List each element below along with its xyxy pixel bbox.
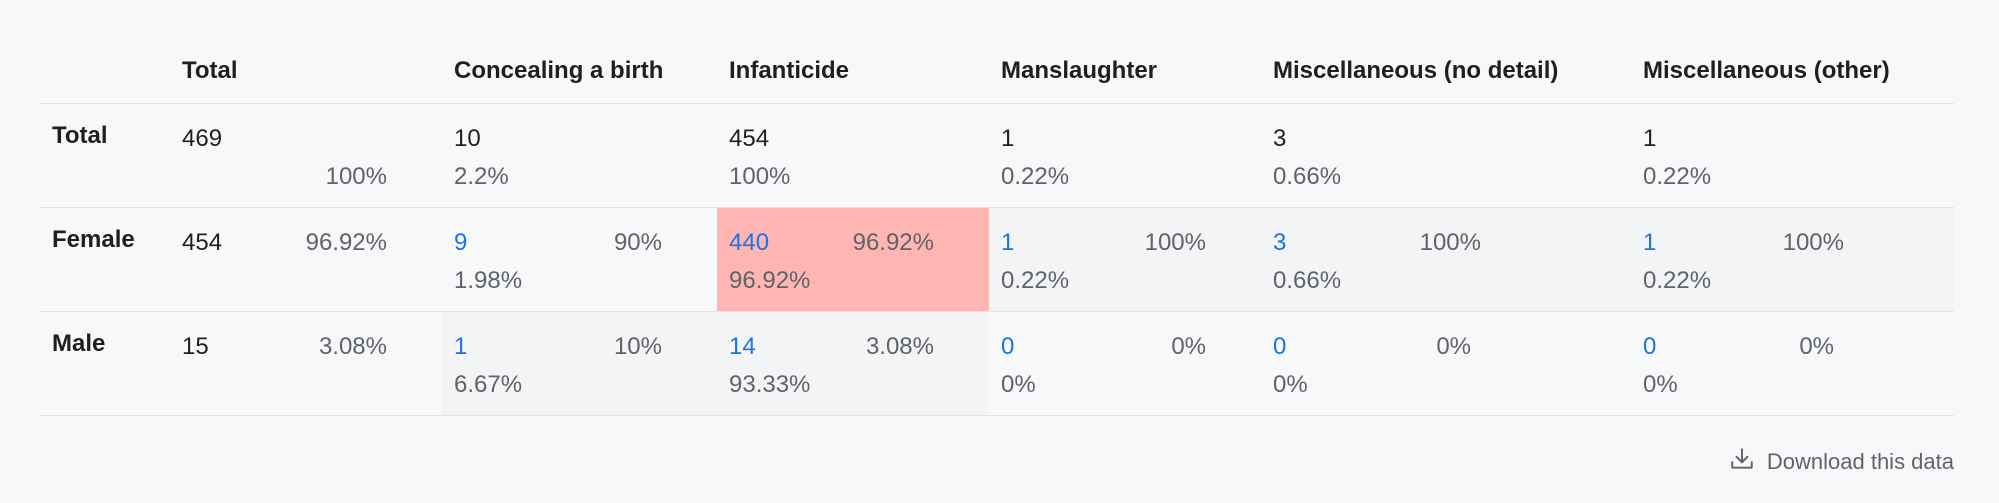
cell-count: 469 — [182, 124, 223, 152]
column-header-manslaughter: Manslaughter — [989, 40, 1261, 104]
cell-count: 15 — [182, 332, 209, 360]
cell-column-percent: 6.67% — [454, 370, 523, 398]
row-header-male: Male — [40, 311, 170, 416]
column-header-misc-no-detail: Miscellaneous (no detail) — [1261, 40, 1631, 104]
cell-column-percent: 0.22% — [1643, 266, 1712, 294]
download-data-button[interactable]: Download this data — [1729, 446, 1954, 478]
cell-count-link[interactable]: 14 — [729, 332, 756, 360]
cell-count-link[interactable]: 3 — [1273, 228, 1287, 256]
cell-column-percent: 96.92% — [729, 266, 811, 294]
cell-column-percent: 0.22% — [1643, 162, 1712, 190]
cell-female-misc-no-detail: 3 100% 0.66% — [1261, 207, 1631, 312]
cell-column-percent: 2.2% — [454, 162, 509, 190]
cell-count-link[interactable]: 440 — [729, 228, 770, 256]
cell-count-link[interactable]: 0 — [1273, 332, 1287, 360]
column-header-misc-other: Miscellaneous (other) — [1631, 40, 1954, 104]
cell-female-infanticide: 440 96.92% 96.92% — [717, 207, 989, 312]
cell-row-percent: 100% — [1144, 228, 1206, 256]
row-header-female: Female — [40, 207, 170, 312]
cell-male-concealing-a-birth: 1 10% 6.67% — [442, 311, 717, 416]
cell-count-link[interactable]: 0 — [1643, 332, 1657, 360]
cell-count: 1 — [1643, 124, 1657, 152]
cell-row-percent: 90% — [613, 228, 662, 256]
cell-female-manslaughter: 1 100% 0.22% — [989, 207, 1261, 312]
cell-male-infanticide: 14 3.08% 93.33% — [717, 311, 989, 416]
table-row-female: Female 454 96.92% 9 90% 1.98% 440 96.92%… — [40, 207, 1954, 312]
cell-column-percent: 0.66% — [1273, 162, 1342, 190]
cell-male-misc-no-detail: 0 0% 0% — [1261, 311, 1631, 416]
cell-count-link[interactable]: 0 — [1001, 332, 1015, 360]
cell-count: 454 — [729, 124, 770, 152]
cell-row-percent: 96.92% — [305, 228, 387, 256]
cell-row-percent: 96.92% — [852, 228, 934, 256]
cell-row-percent: 0% — [1171, 332, 1206, 360]
cell-row-percent: 0% — [1799, 332, 1834, 360]
download-icon — [1729, 446, 1755, 478]
cell-column-percent: 100% — [729, 162, 791, 190]
cell-total-concealing-a-birth: 10 2.2% — [442, 103, 717, 208]
cell-total-infanticide: 454 100% — [717, 103, 989, 208]
cell-count-link[interactable]: 9 — [454, 228, 468, 256]
corner-header — [40, 40, 170, 104]
cell-count-link[interactable]: 1 — [1001, 228, 1015, 256]
cell-column-percent: 100% — [325, 162, 387, 190]
column-header-total: Total — [170, 40, 442, 104]
column-header-infanticide: Infanticide — [717, 40, 989, 104]
cell-count: 1 — [1001, 124, 1015, 152]
cell-female-total: 454 96.92% — [170, 207, 442, 312]
cell-total-manslaughter: 1 0.22% — [989, 103, 1261, 208]
cell-column-percent: 0% — [1273, 370, 1308, 398]
cell-row-percent: 100% — [1782, 228, 1844, 256]
header-row: Total Concealing a birth Infanticide Man… — [40, 40, 1954, 104]
cell-total-misc-other: 1 0.22% — [1631, 103, 1954, 208]
cell-column-percent: 1.98% — [454, 266, 523, 294]
cell-column-percent: 93.33% — [729, 370, 811, 398]
cell-row-percent: 0% — [1436, 332, 1471, 360]
cell-female-concealing-a-birth: 9 90% 1.98% — [442, 207, 717, 312]
cell-column-percent: 0% — [1643, 370, 1678, 398]
cell-count-link[interactable]: 1 — [1643, 228, 1657, 256]
cell-column-percent: 0.66% — [1273, 266, 1342, 294]
cell-row-percent: 10% — [613, 332, 662, 360]
cell-count-link[interactable]: 1 — [454, 332, 468, 360]
cell-female-misc-other: 1 100% 0.22% — [1631, 207, 1954, 312]
cell-total-total: 469 100% — [170, 103, 442, 208]
cell-column-percent: 0.22% — [1001, 162, 1070, 190]
cell-row-percent: 3.08% — [865, 332, 934, 360]
cell-column-percent: 0.22% — [1001, 266, 1070, 294]
crosstab-table: Total Concealing a birth Infanticide Man… — [40, 40, 1954, 416]
cell-column-percent: 0% — [1001, 370, 1036, 398]
cell-count: 10 — [454, 124, 481, 152]
table-row-male: Male 15 3.08% 1 10% 6.67% 14 3.08% 93.33… — [40, 311, 1954, 416]
cell-row-percent: 3.08% — [318, 332, 387, 360]
cell-male-manslaughter: 0 0% 0% — [989, 311, 1261, 416]
row-header-total: Total — [40, 103, 170, 208]
cell-male-misc-other: 0 0% 0% — [1631, 311, 1954, 416]
cell-count: 454 — [182, 228, 223, 256]
cell-row-percent: 100% — [1419, 228, 1481, 256]
download-label: Download this data — [1766, 449, 1954, 474]
cell-male-total: 15 3.08% — [170, 311, 442, 416]
table-row-total: Total 469 100% 10 2.2% 454 100% 1 0.22% — [40, 103, 1954, 208]
cell-count: 3 — [1273, 124, 1287, 152]
column-header-concealing-a-birth: Concealing a birth — [442, 40, 717, 104]
cell-total-misc-no-detail: 3 0.66% — [1261, 103, 1631, 208]
